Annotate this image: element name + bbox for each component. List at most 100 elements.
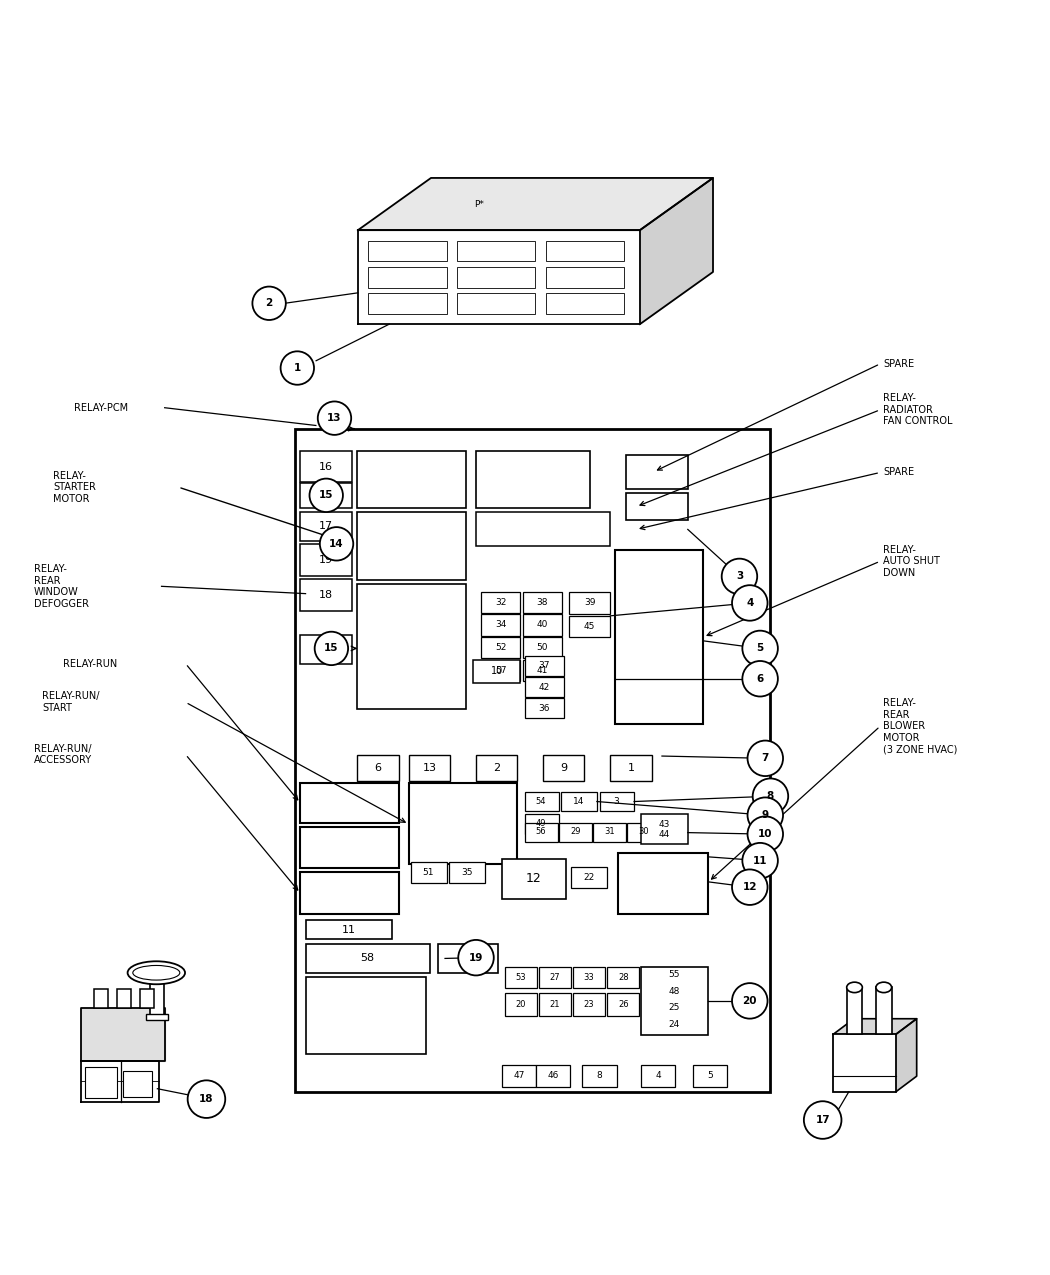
FancyBboxPatch shape: [140, 989, 154, 1009]
Text: 10: 10: [490, 666, 503, 676]
Text: 1: 1: [628, 762, 634, 773]
Circle shape: [748, 816, 783, 852]
FancyBboxPatch shape: [573, 993, 605, 1016]
FancyBboxPatch shape: [369, 241, 446, 261]
Text: 58: 58: [360, 954, 375, 964]
FancyBboxPatch shape: [525, 822, 558, 842]
Text: 44: 44: [658, 830, 670, 839]
FancyBboxPatch shape: [306, 944, 429, 973]
FancyBboxPatch shape: [571, 867, 607, 887]
FancyBboxPatch shape: [583, 1066, 616, 1086]
FancyBboxPatch shape: [525, 657, 564, 676]
Circle shape: [732, 870, 768, 905]
Text: 45: 45: [584, 622, 595, 631]
Text: 4: 4: [747, 598, 754, 608]
Text: 30: 30: [638, 827, 649, 836]
FancyBboxPatch shape: [300, 872, 399, 914]
Circle shape: [188, 1080, 226, 1118]
FancyBboxPatch shape: [300, 483, 352, 509]
Text: 12: 12: [742, 882, 757, 892]
FancyBboxPatch shape: [150, 975, 164, 1016]
Text: 17: 17: [816, 1116, 830, 1125]
Text: 33: 33: [584, 973, 594, 982]
Text: 14: 14: [330, 539, 343, 548]
Text: 56: 56: [536, 827, 546, 836]
Text: 26: 26: [617, 1000, 629, 1010]
FancyBboxPatch shape: [569, 592, 610, 615]
FancyBboxPatch shape: [481, 615, 521, 635]
FancyBboxPatch shape: [523, 592, 562, 613]
Text: 1: 1: [294, 363, 301, 374]
Circle shape: [310, 478, 343, 513]
FancyBboxPatch shape: [833, 1034, 896, 1091]
Text: 18: 18: [200, 1094, 214, 1104]
FancyBboxPatch shape: [411, 862, 447, 884]
FancyBboxPatch shape: [615, 550, 704, 724]
FancyBboxPatch shape: [593, 822, 626, 842]
Text: 6: 6: [756, 673, 763, 683]
FancyBboxPatch shape: [607, 966, 639, 988]
Text: 49: 49: [536, 819, 546, 827]
FancyBboxPatch shape: [546, 241, 624, 261]
Text: 7: 7: [761, 754, 769, 764]
FancyBboxPatch shape: [523, 615, 562, 635]
Text: SPARE: SPARE: [883, 358, 915, 368]
FancyBboxPatch shape: [146, 1014, 168, 1020]
Text: 42: 42: [539, 682, 550, 691]
Ellipse shape: [846, 982, 862, 993]
FancyBboxPatch shape: [357, 584, 466, 709]
FancyBboxPatch shape: [539, 966, 571, 988]
FancyBboxPatch shape: [617, 853, 709, 914]
FancyBboxPatch shape: [502, 1066, 536, 1086]
Text: 48: 48: [669, 987, 680, 996]
Text: 29: 29: [570, 827, 581, 836]
FancyBboxPatch shape: [300, 579, 352, 611]
FancyBboxPatch shape: [300, 635, 352, 663]
Polygon shape: [81, 1009, 165, 1061]
FancyBboxPatch shape: [457, 266, 536, 288]
FancyBboxPatch shape: [357, 451, 466, 509]
Circle shape: [252, 287, 286, 320]
FancyBboxPatch shape: [600, 793, 634, 811]
FancyBboxPatch shape: [502, 859, 566, 899]
Circle shape: [732, 983, 768, 1019]
Text: 40: 40: [537, 621, 548, 630]
Ellipse shape: [128, 961, 185, 984]
Circle shape: [742, 843, 778, 878]
FancyBboxPatch shape: [472, 659, 521, 682]
Text: 32: 32: [496, 598, 506, 607]
FancyBboxPatch shape: [642, 813, 688, 844]
FancyBboxPatch shape: [539, 993, 571, 1016]
Text: RELAY-
STARTER
MOTOR: RELAY- STARTER MOTOR: [52, 470, 96, 504]
Text: 39: 39: [584, 598, 595, 607]
Text: 5: 5: [756, 644, 763, 653]
Text: 51: 51: [423, 868, 435, 877]
FancyBboxPatch shape: [306, 978, 426, 1054]
Text: RELAY-
REAR
BLOWER
MOTOR
(3 ZONE HVAC): RELAY- REAR BLOWER MOTOR (3 ZONE HVAC): [883, 699, 958, 755]
Text: 50: 50: [537, 643, 548, 653]
Text: RELAY-
AUTO SHUT
DOWN: RELAY- AUTO SHUT DOWN: [883, 544, 940, 578]
Text: 34: 34: [496, 621, 506, 630]
FancyBboxPatch shape: [876, 987, 891, 1034]
FancyBboxPatch shape: [626, 493, 688, 520]
Text: 15: 15: [319, 491, 333, 500]
Ellipse shape: [876, 982, 891, 993]
FancyBboxPatch shape: [481, 659, 521, 681]
Text: 31: 31: [604, 827, 614, 836]
Text: 5: 5: [707, 1071, 713, 1080]
Circle shape: [742, 631, 778, 666]
FancyBboxPatch shape: [300, 826, 399, 868]
Polygon shape: [896, 1019, 917, 1091]
Text: 2: 2: [266, 298, 273, 309]
FancyBboxPatch shape: [357, 755, 399, 782]
FancyBboxPatch shape: [525, 793, 559, 811]
Text: 43: 43: [658, 820, 670, 829]
FancyBboxPatch shape: [626, 455, 688, 490]
Text: 22: 22: [583, 873, 594, 882]
Text: RELAY-RUN: RELAY-RUN: [63, 659, 118, 668]
FancyBboxPatch shape: [481, 638, 521, 658]
Text: RELAY-RUN/
ACCESSORY: RELAY-RUN/ ACCESSORY: [34, 743, 92, 765]
Text: SPARE: SPARE: [883, 468, 915, 477]
Polygon shape: [833, 1019, 917, 1034]
Text: 4: 4: [655, 1071, 662, 1080]
